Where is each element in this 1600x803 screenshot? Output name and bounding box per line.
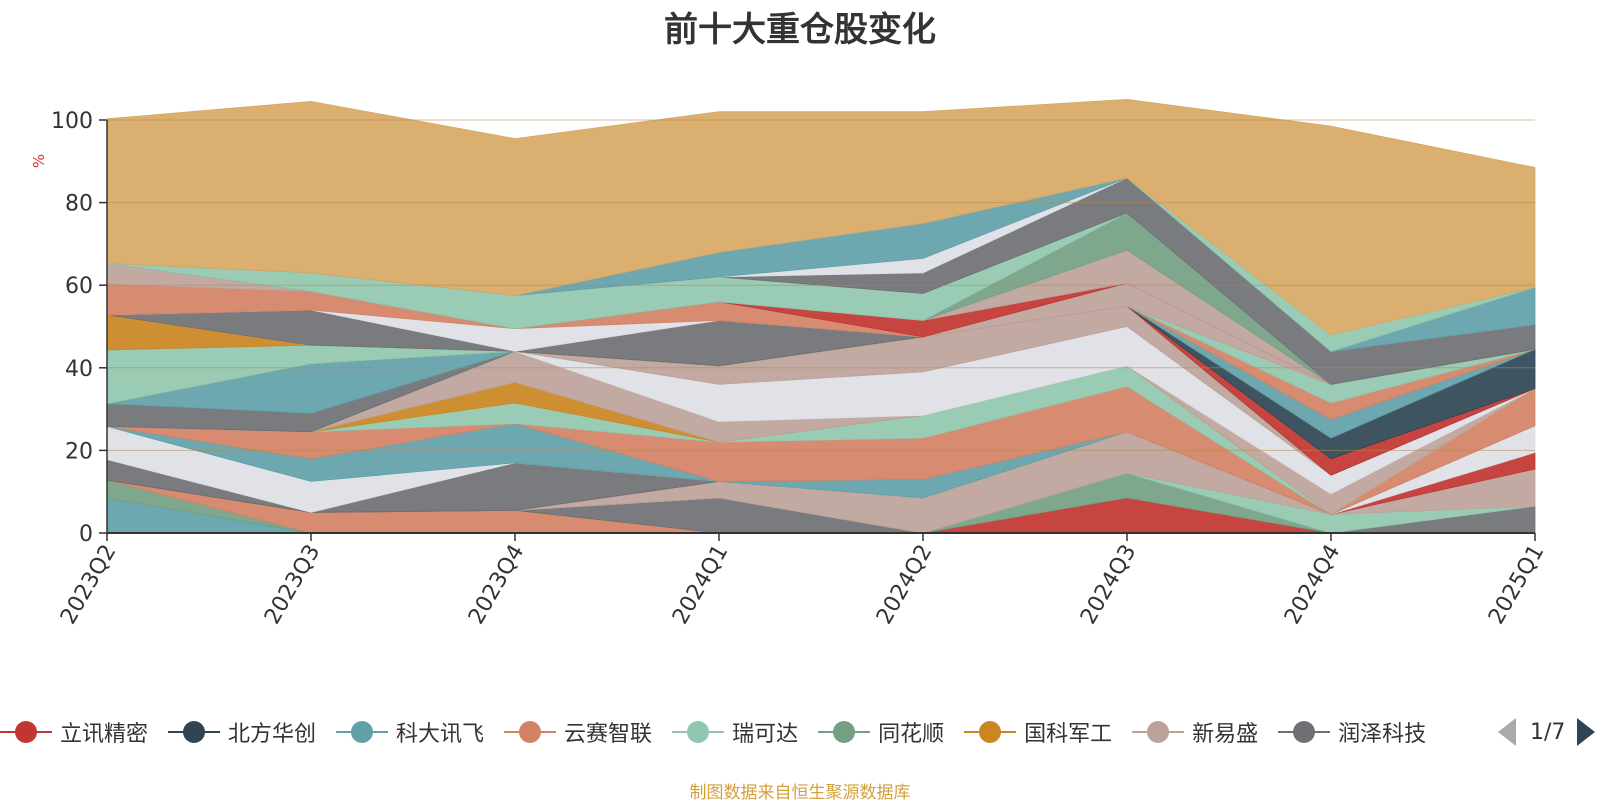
legend-item[interactable]: 云赛智联 xyxy=(504,716,652,748)
legend-marker-icon xyxy=(672,720,725,744)
source-note: 制图数据来自恒生聚源数据库 xyxy=(689,783,911,803)
y-tick-label: 100 xyxy=(51,109,93,134)
legend-item[interactable]: 立讯精密 xyxy=(0,716,148,748)
legend-marker-icon xyxy=(504,720,557,744)
legend-item[interactable]: 润泽科技 xyxy=(1278,716,1426,748)
y-tick-label: 0 xyxy=(79,522,93,547)
legend-marker-icon xyxy=(1132,720,1185,744)
chart-title: 前十大重仓股变化 xyxy=(664,10,936,50)
legend-label: 云赛智联 xyxy=(564,722,653,747)
legend-marker-icon xyxy=(964,720,1017,744)
legend-pager: 1/7 xyxy=(1498,712,1596,752)
x-tick-label: 2023Q4 xyxy=(464,541,529,629)
legend-item[interactable]: 瑞可达 xyxy=(672,716,798,748)
grid-lines xyxy=(107,119,1535,451)
x-tick-label: 2024Q1 xyxy=(668,541,733,629)
x-tick-label: 2025Q1 xyxy=(1484,541,1549,629)
legend-items: 立讯精密 北方华创 科大讯飞 云赛智联 瑞可达 同花顺 国科军工 新易盛 润泽科技 xyxy=(0,712,1475,752)
legend-prev-icon[interactable] xyxy=(1498,718,1516,746)
x-tick-label: 2024Q3 xyxy=(1076,541,1141,629)
legend-label: 立讯精密 xyxy=(60,722,149,747)
x-tick-label: 2023Q2 xyxy=(56,541,121,629)
area-layers xyxy=(106,98,1536,534)
y-tick-label: 20 xyxy=(65,439,93,464)
legend-label: 新易盛 xyxy=(1192,722,1259,747)
legend-page-text: 1/7 xyxy=(1530,719,1566,745)
x-tick-label: 2023Q3 xyxy=(260,541,325,629)
legend-marker-icon xyxy=(168,720,221,744)
legend-label: 北方华创 xyxy=(228,722,317,747)
x-tick-label: 2024Q2 xyxy=(872,541,937,629)
stacked-area-chart: 0 20 40 60 80 100 2023Q2 2023Q3 2023Q4 2024Q1 2024… xyxy=(51,98,1549,629)
legend-label: 科大讯飞 xyxy=(396,722,485,747)
y-tick-label: 80 xyxy=(65,192,93,217)
legend-label: 润泽科技 xyxy=(1338,722,1427,747)
legend: 立讯精密 北方华创 科大讯飞 云赛智联 瑞可达 同花顺 国科军工 新易盛 润泽科技 xyxy=(0,712,1600,752)
legend-marker-icon xyxy=(0,720,52,744)
legend-marker-icon xyxy=(818,720,871,744)
y-tick-label: 40 xyxy=(65,357,93,382)
legend-item[interactable]: 北方华创 xyxy=(168,716,316,748)
legend-label: 瑞可达 xyxy=(732,722,799,747)
area-series-39 xyxy=(106,98,1536,336)
legend-item[interactable]: 国科军工 xyxy=(964,716,1112,748)
legend-item[interactable]: 同花顺 xyxy=(818,716,944,748)
x-tick-label: 2024Q4 xyxy=(1280,541,1345,629)
legend-marker-icon xyxy=(336,720,389,744)
y-tick-label: 60 xyxy=(65,274,93,299)
legend-label: 同花顺 xyxy=(878,722,945,747)
legend-marker-icon xyxy=(1278,720,1331,744)
legend-item[interactable]: 新易盛 xyxy=(1132,716,1258,748)
legend-next-icon[interactable] xyxy=(1577,718,1596,746)
legend-label: 国科军工 xyxy=(1024,722,1113,747)
legend-item[interactable]: 科大讯飞 xyxy=(336,716,484,748)
